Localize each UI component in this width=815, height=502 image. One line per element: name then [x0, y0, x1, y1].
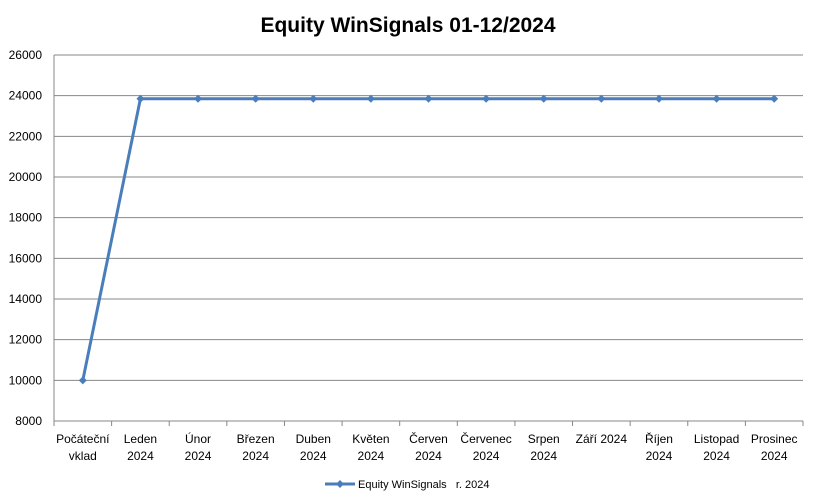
y-tick-label: 8000 [15, 414, 42, 428]
x-tick-label: Duben 2024 [296, 432, 331, 463]
data-point [194, 94, 203, 103]
x-tick-label: Květen 2024 [352, 432, 389, 463]
data-point [482, 94, 491, 103]
y-tick-label: 26000 [9, 48, 43, 62]
y-tick-label: 12000 [9, 333, 43, 347]
series-line [81, 97, 775, 381]
x-tick-label: Leden 2024 [124, 432, 157, 463]
y-tick-label: 24000 [9, 89, 43, 103]
gridlines [54, 54, 803, 381]
x-tick-label: Září 2024 [576, 432, 628, 446]
x-tick-label: Březen 2024 [237, 432, 275, 463]
data-point [309, 94, 318, 103]
x-tick-label: Červen 2024 [409, 431, 448, 463]
x-tick-label: Počáteční vklad [56, 432, 110, 463]
x-axis-ticks: Počáteční vklad Leden 2024 Únor 2024 Březen 202… [56, 431, 797, 463]
data-point [251, 94, 260, 103]
data-point [539, 94, 548, 103]
x-tick-label: Listopad 2024 [694, 432, 739, 463]
data-point [770, 94, 779, 103]
y-tick-label: 18000 [9, 211, 43, 225]
y-tick-label: 14000 [9, 292, 43, 306]
data-point [136, 94, 145, 103]
x-tick-label: Říjen 2024 [645, 431, 673, 463]
x-tick-label: Srpen 2024 [528, 432, 560, 463]
x-axis [53, 55, 804, 426]
legend: Equity WinSignals r. 2024 [325, 479, 489, 491]
data-point [424, 94, 433, 103]
x-tick-label: Prosinec 2024 [751, 432, 798, 463]
y-axis-ticks: 8000 10000 12000 14000 16000 18000 20000 22000 2… [9, 48, 43, 428]
legend-marker [336, 480, 344, 488]
y-tick-label: 22000 [9, 129, 43, 143]
data-point [78, 376, 87, 385]
x-tick-label: Červenec 2024 [460, 431, 511, 463]
data-point [597, 94, 606, 103]
series-equity [78, 94, 779, 385]
y-tick-label: 16000 [9, 251, 43, 265]
data-point [712, 94, 721, 103]
data-point [654, 94, 663, 103]
y-tick-label: 10000 [9, 373, 43, 387]
y-tick-label: 20000 [9, 170, 43, 184]
x-tick-label: Únor 2024 [185, 431, 212, 463]
chart-title: Equity WinSignals 01-12/2024 [260, 14, 555, 37]
legend-label: Equity WinSignals r. 2024 [358, 479, 489, 491]
data-point [366, 94, 375, 103]
